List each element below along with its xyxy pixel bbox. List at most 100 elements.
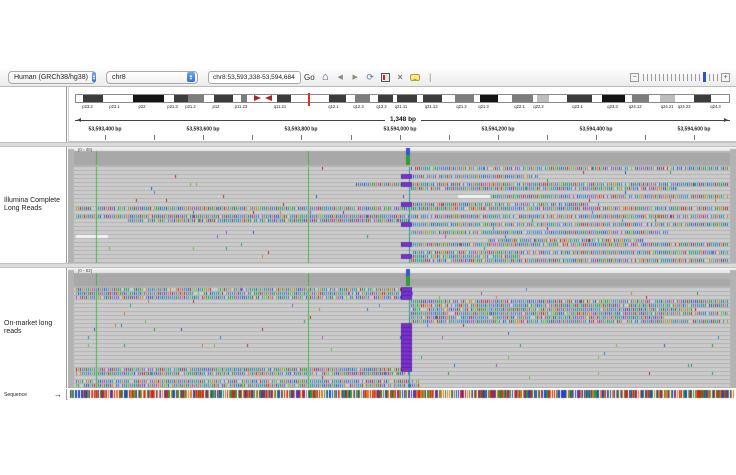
ruler-tick <box>448 135 450 140</box>
cytoband <box>214 95 233 102</box>
close-icon[interactable]: × <box>397 72 403 82</box>
ideogram-band-labels: p23.2 p23.1 p22 p21.3 p21.2 p12 p11.23 q11.21 q1… <box>75 105 730 113</box>
ruler-tick <box>497 135 499 140</box>
strand-arrow-icon[interactable]: → <box>54 389 62 399</box>
zoom-out-button[interactable]: − <box>630 72 639 82</box>
locus-input[interactable]: chr8:53,593,338-53,594,684 <box>208 70 301 84</box>
popup-arrows-icon: ▲ ▼ <box>91 72 96 82</box>
ruler-tick-label: 53,594,000 bp <box>383 126 417 133</box>
track-content: [0 - 52] <box>68 268 736 388</box>
cytoband <box>240 95 248 102</box>
track-label: On-market long reads <box>4 320 53 335</box>
alignment-pileup-on-market[interactable] <box>68 268 736 388</box>
cytoband <box>479 95 498 102</box>
panel-divider[interactable] <box>0 142 736 147</box>
tooltip-icon[interactable] <box>410 71 421 83</box>
cytoband-label: q12.1 <box>328 105 339 110</box>
cytoband-label: q24.3 <box>710 105 721 110</box>
cytoband <box>423 95 442 102</box>
cytoband-label: p23.2 <box>82 105 93 110</box>
track-label-cell[interactable]: Illumina Complete Long Reads <box>0 147 67 263</box>
ruler-tick <box>546 135 548 140</box>
region-icon <box>380 72 390 82</box>
cytoband-label: q11.21 <box>274 105 287 110</box>
cytoband-label: p21.2 <box>184 105 196 110</box>
ruler-tick-label: 53,594,200 bp <box>481 126 515 133</box>
sequence-bases-canvas[interactable] <box>68 389 736 399</box>
ruler-tick-label: 53,594,600 bp <box>677 126 711 133</box>
alignment-pileup-illumina[interactable] <box>68 147 736 263</box>
cytoband-label: q21.11 <box>394 105 408 110</box>
cytoband <box>188 95 204 102</box>
zoom-in-button[interactable]: + <box>721 72 730 82</box>
cytoband-label: q23.1 <box>572 105 584 110</box>
chromosome-ideogram[interactable]: p23.2 p23.1 p22 p21.3 p21.2 p12 p11.23 q11.21 q1… <box>75 92 731 114</box>
ruler-tick <box>399 135 401 140</box>
ruler-tick <box>252 135 254 140</box>
cytoband <box>537 95 549 102</box>
locus-input-value: chr8:53,593,338-53,594,684 <box>213 73 295 81</box>
ruler-tick <box>596 135 597 140</box>
header-panel: p23.2 p23.1 p22 p21.3 p21.2 p12 p11.23 q11.21 q1… <box>0 87 736 142</box>
go-button[interactable]: Go <box>304 72 315 82</box>
header-label-cell <box>0 87 67 142</box>
cytoband <box>397 95 417 102</box>
track-label: Illumina Complete Long Reads <box>4 197 61 212</box>
cytoband <box>82 95 104 102</box>
cytoband <box>660 95 676 102</box>
sequence-label: Sequence <box>4 391 27 398</box>
home-icon[interactable]: ⌂ <box>321 71 329 83</box>
cytoband <box>277 95 292 102</box>
ruler-tick <box>694 135 696 140</box>
back-icon[interactable]: ◀ <box>337 74 343 81</box>
track-illumina-complete-long-reads: Illumina Complete Long Reads [0 - 48] <box>0 147 736 263</box>
cytoband-label: q22.1 <box>513 105 525 110</box>
cytoband-label: q24.12 <box>628 105 642 110</box>
popup-arrows-icon: ▲ ▼ <box>187 72 195 82</box>
ruler-tick-label: 53,593,800 bp <box>284 126 318 133</box>
cytoband-label: p22 <box>138 105 146 110</box>
current-locus-marker <box>308 93 311 106</box>
cytoband <box>454 95 475 102</box>
cytoband <box>377 95 394 102</box>
forward-icon[interactable]: ▶ <box>352 74 358 81</box>
ruler-tick <box>105 135 106 140</box>
sequence-track: Sequence → <box>0 389 736 400</box>
ruler-tick-label: 53,593,600 bp <box>186 126 220 133</box>
ruler-tick <box>645 135 647 140</box>
cytoband-label: q23.3 <box>607 105 618 110</box>
chromosome-select[interactable]: chr8 ▲ ▼ <box>106 70 198 84</box>
coverage-range-label: [0 - 52] <box>78 269 93 274</box>
zoom-control: − + <box>630 72 730 82</box>
locus-ruler[interactable]: 1,348 bp 53,593,400 bp 53,593,600 bp 53,59… <box>75 115 731 141</box>
span-arrow-right-icon <box>724 118 730 122</box>
span-arrow-left-icon <box>75 118 81 122</box>
cytoband-label: q24.22 <box>677 105 691 110</box>
cytoband-label: q21.3 <box>477 105 489 110</box>
cytoband-label: q21.13 <box>424 105 438 110</box>
cytoband <box>329 95 347 102</box>
sequence-content <box>68 389 736 400</box>
track-on-market-long-reads: On-market long reads [0 - 52] <box>0 268 736 388</box>
cytoband-label: q24.21 <box>660 105 674 110</box>
region-tool-icon[interactable] <box>380 71 391 83</box>
ruler-tick <box>154 135 156 140</box>
cytoband <box>512 95 534 102</box>
panel-divider[interactable] <box>0 263 736 268</box>
cytoband <box>355 95 370 102</box>
cytoband <box>632 95 650 102</box>
ideogram-bar <box>75 93 730 106</box>
sequence-label-cell[interactable]: Sequence → <box>0 389 67 400</box>
genome-select[interactable]: Human (GRCh38/hg38) ▲ ▼ <box>8 70 96 84</box>
cytoband-label: p21.3 <box>167 105 178 110</box>
zoom-slider[interactable] <box>641 72 719 82</box>
centromere-icon <box>253 95 261 101</box>
genome-select-value: Human (GRCh38/hg38) <box>14 73 88 81</box>
cursor-tool-icon[interactable]: | <box>429 72 432 82</box>
refresh-icon[interactable]: ⟳ <box>366 71 374 82</box>
chromosome-select-value: chr8 <box>112 73 126 81</box>
ruler-tick-label: 53,594,400 bp <box>579 126 613 133</box>
track-label-cell[interactable]: On-market long reads <box>0 268 67 388</box>
track-content: [0 - 48] <box>68 147 736 263</box>
